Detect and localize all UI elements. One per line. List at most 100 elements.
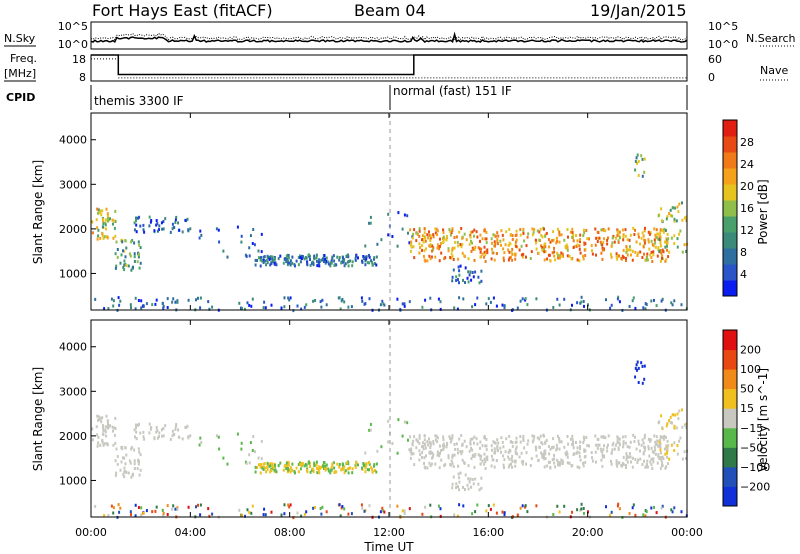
power-cell: [658, 233, 661, 237]
velocity-cell: [571, 442, 574, 446]
power-cell: [423, 227, 426, 231]
velocity-cell: [114, 459, 117, 463]
velocity-colorbar-swatch: [723, 427, 737, 448]
power-cell: [483, 255, 486, 259]
power-cell: [270, 262, 273, 265]
velocity-cell: [158, 431, 161, 435]
velocity-cell: [364, 462, 367, 466]
velocity-cell: [442, 442, 445, 446]
velocity-cell: [685, 426, 688, 429]
power-cell: [661, 297, 664, 301]
power-cell: [101, 209, 104, 213]
power-cell: [582, 257, 585, 261]
velocity-cell: [364, 466, 367, 470]
power-cell: [408, 300, 411, 304]
velocity-cell: [429, 450, 432, 454]
velocity-cell: [383, 510, 386, 514]
power-cell: [415, 239, 418, 243]
velocity-cell: [456, 447, 459, 451]
power-cell: [572, 239, 575, 243]
velocity-cell: [184, 425, 187, 429]
velocity-cell: [95, 425, 98, 429]
power-cell: [266, 261, 269, 265]
freq-series: [91, 54, 687, 76]
velocity-cell: [543, 457, 546, 461]
power-cell: [601, 257, 604, 261]
power-cell: [642, 245, 645, 249]
power-cell: [371, 263, 374, 267]
velocity-cell: [652, 457, 655, 461]
power-cell: [283, 305, 286, 309]
power-cell: [409, 228, 412, 232]
power-cell: [508, 227, 511, 231]
power-cell: [643, 252, 645, 256]
velocity-cell: [551, 458, 554, 462]
velocity-cell: [657, 444, 660, 448]
power-cell: [154, 302, 157, 306]
power-cell: [403, 304, 406, 308]
power-cell: [347, 255, 350, 259]
power-cell: [595, 236, 598, 240]
power-cell: [511, 234, 514, 237]
velocity-cell: [653, 505, 655, 509]
velocity-cell: [112, 506, 115, 510]
power-cell: [555, 236, 558, 240]
velocity-cell: [657, 455, 660, 459]
velocity-cell: [582, 461, 584, 465]
power-cell: [325, 256, 328, 260]
velocity-cell: [158, 435, 160, 439]
power-cell: [123, 268, 126, 272]
power-cell: [365, 255, 368, 259]
power-cell: [354, 257, 357, 261]
power-cell: [458, 230, 461, 234]
power-cell: [469, 270, 472, 274]
velocity-cell: [187, 505, 190, 509]
velocity-cell: [371, 467, 374, 471]
power-cell: [613, 240, 616, 244]
power-cell: [184, 218, 187, 222]
velocity-cell: [445, 445, 448, 449]
power-cell: [654, 235, 657, 239]
velocity-cell: [175, 422, 178, 426]
velocity-cell: [142, 511, 145, 515]
velocity-cell: [616, 504, 619, 508]
power-cell: [576, 258, 579, 262]
power-cell: [133, 255, 136, 259]
velocity-cell: [605, 505, 607, 509]
velocity-cell: [102, 443, 105, 447]
power-cell: [594, 227, 597, 231]
velocity-cell: [595, 443, 598, 447]
velocity-cell: [138, 422, 141, 426]
power-cell: [105, 227, 108, 231]
velocity-cell: [104, 430, 107, 434]
velocity-cell: [133, 462, 136, 466]
power-cell: [137, 216, 139, 220]
velocity-cell: [659, 438, 662, 442]
velocity-cell: [544, 452, 547, 456]
velocity-cell: [363, 509, 366, 513]
power-cell: [287, 260, 290, 263]
power-cell: [646, 256, 648, 260]
power-colorbar-frame: [722, 119, 738, 297]
velocity-cell: [644, 433, 646, 437]
velocity-cell: [370, 466, 373, 470]
velocity-cell: [421, 445, 423, 449]
velocity-cell: [161, 508, 164, 512]
power-cell: [174, 300, 177, 304]
velocity-cell: [105, 425, 108, 429]
power-cell: [578, 247, 581, 251]
power-cell: [644, 302, 647, 306]
power-cell: [121, 240, 124, 244]
velocity-cell: [633, 440, 636, 443]
power-cell: [313, 257, 316, 261]
power-cell: [471, 230, 474, 234]
velocity-cell: [618, 437, 621, 441]
velocity-cell: [107, 421, 109, 425]
velocity-colorbar-frame: [722, 329, 738, 507]
velocity-cell: [176, 507, 179, 511]
velocity-cell: [391, 442, 394, 445]
velocity-cell: [354, 465, 357, 469]
velocity-cell: [520, 451, 523, 455]
velocity-cell: [644, 465, 647, 469]
power-cell: [166, 306, 169, 309]
